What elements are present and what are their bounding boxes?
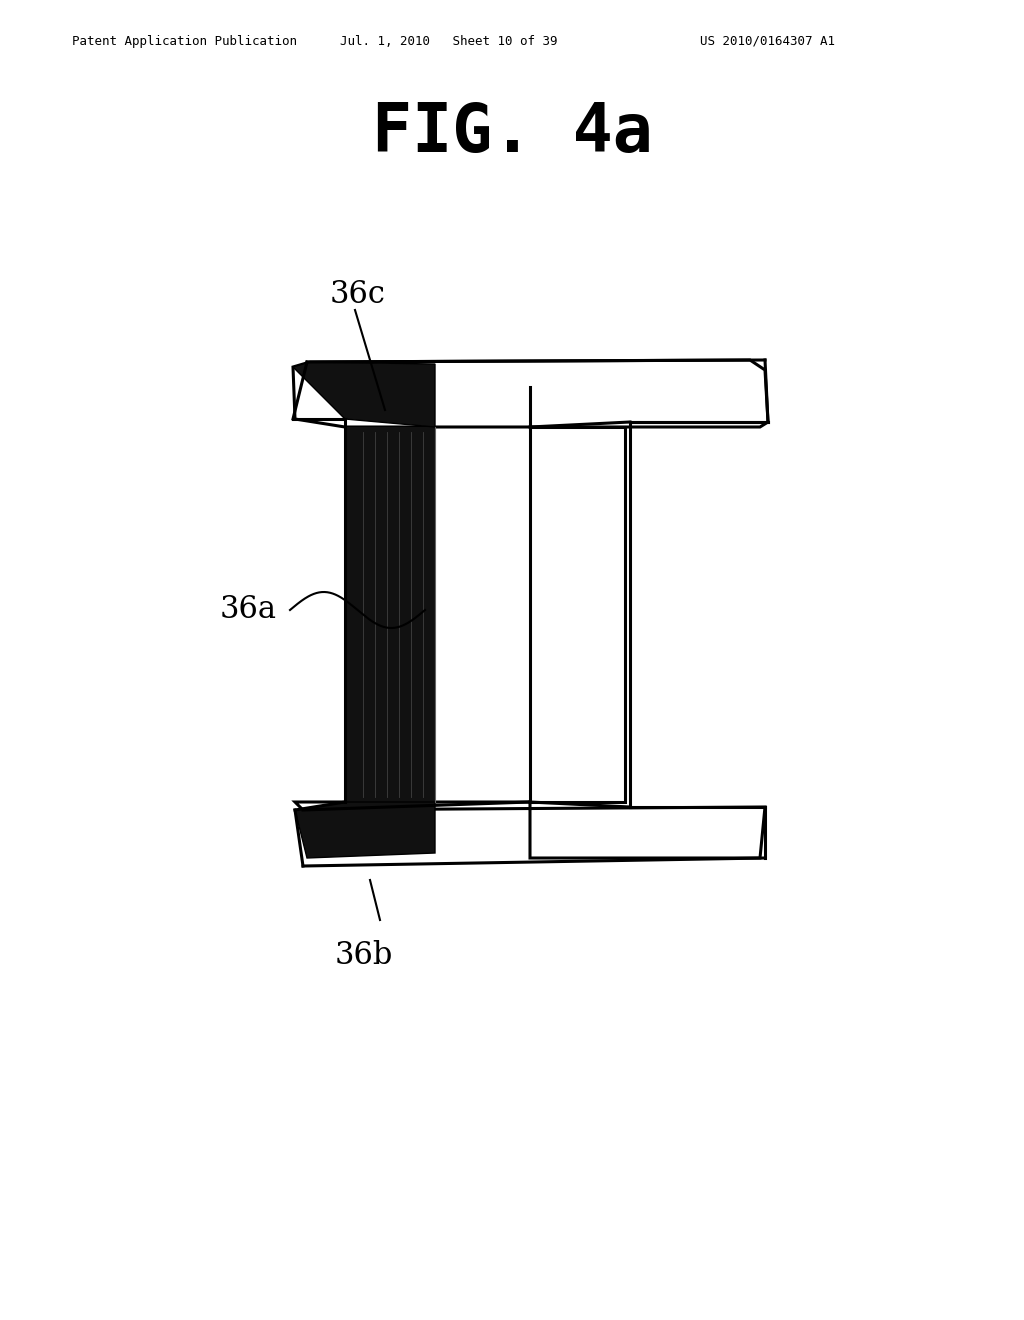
Polygon shape [530,426,625,803]
Polygon shape [293,362,435,426]
Text: Patent Application Publication: Patent Application Publication [72,36,297,48]
Text: 36c: 36c [330,279,386,310]
Text: 36b: 36b [335,940,393,972]
Polygon shape [295,803,765,858]
Polygon shape [295,803,435,858]
Polygon shape [293,360,768,426]
Text: FIG. 4a: FIG. 4a [372,100,652,166]
Text: 36a: 36a [220,594,278,626]
Text: Jul. 1, 2010   Sheet 10 of 39: Jul. 1, 2010 Sheet 10 of 39 [340,36,557,48]
Text: US 2010/0164307 A1: US 2010/0164307 A1 [700,36,835,48]
Polygon shape [345,426,435,803]
